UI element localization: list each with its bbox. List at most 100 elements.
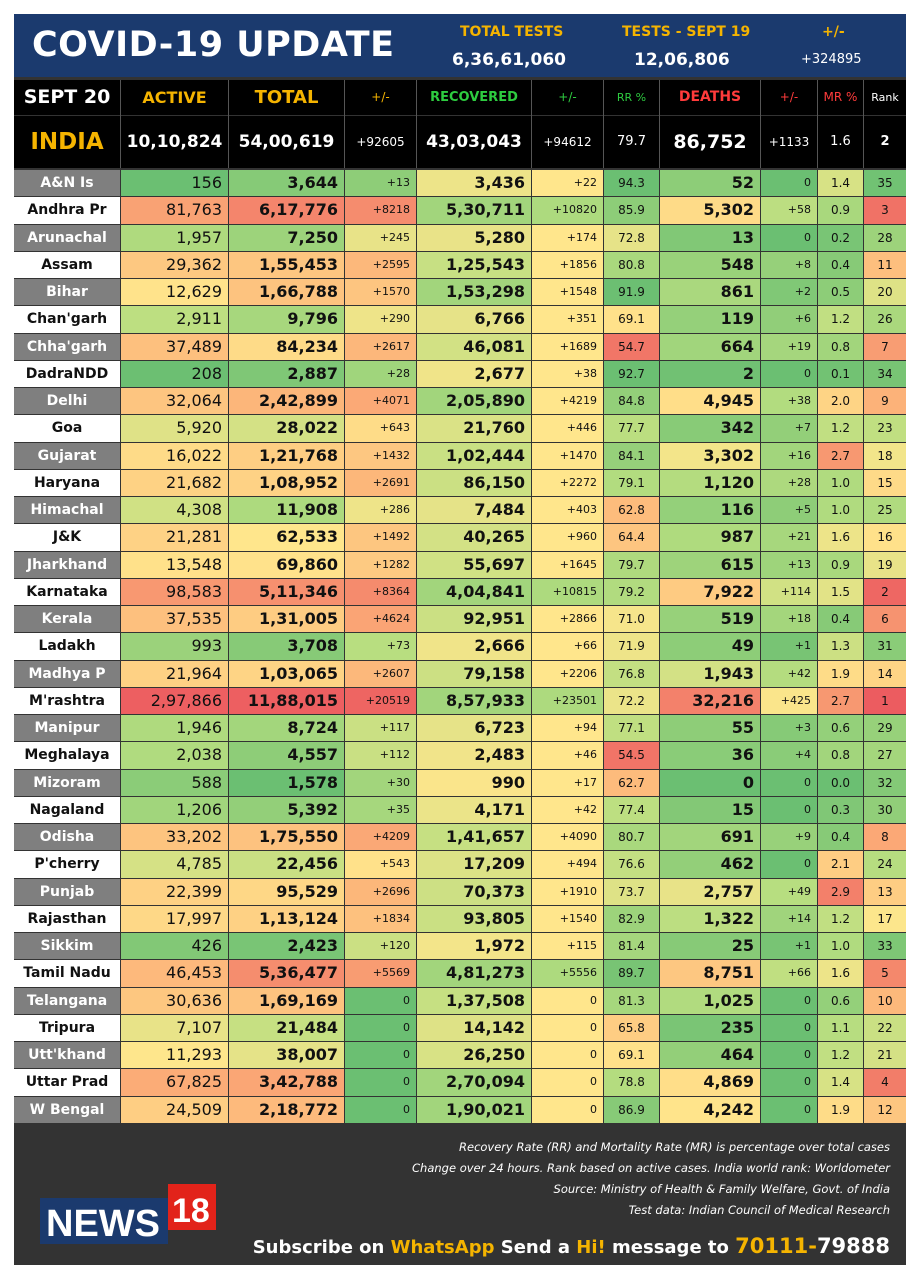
rank-cell: 34 (864, 360, 906, 387)
recovered-change-cell: +1645 (532, 551, 603, 578)
news18-logo: NEWS 18 (40, 1184, 216, 1244)
recovered-cell: 2,677 (417, 360, 531, 387)
recovered-cell: 2,483 (417, 742, 531, 769)
state-name: DadraNDD (14, 360, 120, 387)
total-cell: 22,456 (229, 851, 344, 878)
table-row: Ladakh 993 3,708 +73 2,666 +66 71.9 49 +1 1.3 31 (14, 633, 906, 660)
rank-cell: 25 (864, 497, 906, 524)
table-row: Tamil Nadu 46,453 5,36,477 +5569 4,81,273 +55… (14, 960, 906, 987)
table-row: Gujarat 16,022 1,21,768 +1432 1,02,444 +1470 8… (14, 442, 906, 470)
deaths-cell: 116 (660, 497, 760, 524)
total-cell: 2,423 (229, 933, 344, 960)
mr-cell: 1.5 (818, 578, 863, 605)
rr-cell: 86.9 (604, 1096, 659, 1123)
deaths-cell: 7,922 (660, 578, 760, 605)
rank-cell: 5 (864, 960, 906, 987)
deaths-cell: 861 (660, 279, 760, 306)
total-change-cell: +4071 (345, 388, 416, 415)
total-cell: 69,860 (229, 551, 344, 578)
logo-text: NEWS (46, 1203, 160, 1244)
table-row: Assam 29,362 1,55,453 +2595 1,25,543 +1856 80.… (14, 251, 906, 279)
deaths-change-cell: +7 (761, 415, 817, 442)
subscribe-line: Subscribe on WhatsApp Send a Hi! message… (253, 1234, 890, 1258)
recovered-change-cell: +10815 (532, 578, 603, 605)
mr-cell: 1.4 (818, 1069, 863, 1096)
mr-cell: 1.9 (818, 1096, 863, 1123)
table-row: DadraNDD 208 2,887 +28 2,677 +38 92.7 2 0 0.1 34 (14, 360, 906, 388)
rank-cell: 21 (864, 1042, 906, 1069)
total-change-cell: +290 (345, 306, 416, 333)
total-cell: 3,644 (229, 170, 344, 197)
total-change-cell: +13 (345, 170, 416, 197)
active-cell: 588 (121, 769, 228, 796)
recovered-cell: 6,723 (417, 715, 531, 742)
active-cell: 21,964 (121, 660, 228, 687)
deaths-change-cell: +38 (761, 388, 817, 415)
mr-cell: 0.8 (818, 333, 863, 360)
total-change-cell: +245 (345, 224, 416, 251)
recovered-change-cell: +1548 (532, 279, 603, 306)
deaths-cell: 55 (660, 715, 760, 742)
recovered-change-cell: +351 (532, 306, 603, 333)
recovered-change-cell: +1856 (532, 251, 603, 278)
total-change-cell: +543 (345, 851, 416, 878)
india-label: INDIA (30, 129, 104, 155)
deaths-cell: 342 (660, 415, 760, 442)
state-name: Mizoram (14, 769, 120, 796)
total-cell: 5,36,477 (229, 960, 344, 987)
active-cell: 4,308 (121, 497, 228, 524)
deaths-change-cell: +58 (761, 197, 817, 224)
recovered-cell: 8,57,933 (417, 687, 531, 714)
state-name: Delhi (14, 388, 120, 415)
deaths-change-cell: +4 (761, 742, 817, 769)
total-cell: 84,234 (229, 333, 344, 360)
rank-cell: 18 (864, 442, 906, 469)
recovered-change-cell: +2206 (532, 660, 603, 687)
active-cell: 16,022 (121, 442, 228, 469)
recovered-change-cell: +46 (532, 742, 603, 769)
total-change-cell: +1570 (345, 279, 416, 306)
table-row: Haryana 21,682 1,08,952 +2691 86,150 +2272 79.… (14, 469, 906, 497)
deaths-change-header: +/- (779, 90, 799, 104)
recovered-change-cell: +22 (532, 170, 603, 197)
rank-cell: 19 (864, 551, 906, 578)
deaths-cell: 52 (660, 170, 760, 197)
recovered-cell: 79,158 (417, 660, 531, 687)
deaths-change-cell: 0 (761, 987, 817, 1014)
deaths-change-cell: 0 (761, 1069, 817, 1096)
table-row: Kerala 37,535 1,31,005 +4624 92,951 +2866 71.0… (14, 606, 906, 633)
total-cell: 2,887 (229, 360, 344, 387)
total-cell: 9,796 (229, 306, 344, 333)
deaths-cell: 36 (660, 742, 760, 769)
table-row: W Bengal 24,509 2,18,772 0 1,90,021 0 86.9 4,24… (14, 1096, 906, 1124)
total-cell: 3,42,788 (229, 1069, 344, 1096)
state-name: Jharkhand (14, 551, 120, 578)
deaths-cell: 4,945 (660, 388, 760, 415)
mr-cell: 1.9 (818, 660, 863, 687)
state-name: Kerala (14, 606, 120, 633)
mr-cell: 0.8 (818, 742, 863, 769)
column-header-row: SEPT 20 ACTIVE TOTAL +/- RECOVERED +/- R… (14, 80, 906, 115)
recovered-change-cell: +2866 (532, 606, 603, 633)
active-cell: 81,763 (121, 197, 228, 224)
deaths-cell: 615 (660, 551, 760, 578)
mr-cell: 1.4 (818, 170, 863, 197)
deaths-change-cell: 0 (761, 1014, 817, 1041)
rr-cell: 79.2 (604, 578, 659, 605)
active-cell: 98,583 (121, 578, 228, 605)
deaths-cell: 13 (660, 224, 760, 251)
active-cell: 17,997 (121, 905, 228, 932)
recovered-change-cell: +94 (532, 715, 603, 742)
rr-cell: 71.9 (604, 633, 659, 660)
rr-cell: 77.1 (604, 715, 659, 742)
deaths-change-cell: +19 (761, 333, 817, 360)
table-row: Himachal 4,308 11,908 +286 7,484 +403 62.8 116 +… (14, 497, 906, 524)
table-row: Odisha 33,202 1,75,550 +4209 1,41,657 +4090 80… (14, 824, 906, 851)
subscribe-text: Subscribe on (252, 1237, 391, 1258)
rr-cell: 77.4 (604, 796, 659, 823)
recovered-cell: 14,142 (417, 1014, 531, 1041)
rank-cell: 8 (864, 824, 906, 851)
total-cell: 1,75,550 (229, 824, 344, 851)
rr-cell: 72.8 (604, 224, 659, 251)
rank-cell: 24 (864, 851, 906, 878)
